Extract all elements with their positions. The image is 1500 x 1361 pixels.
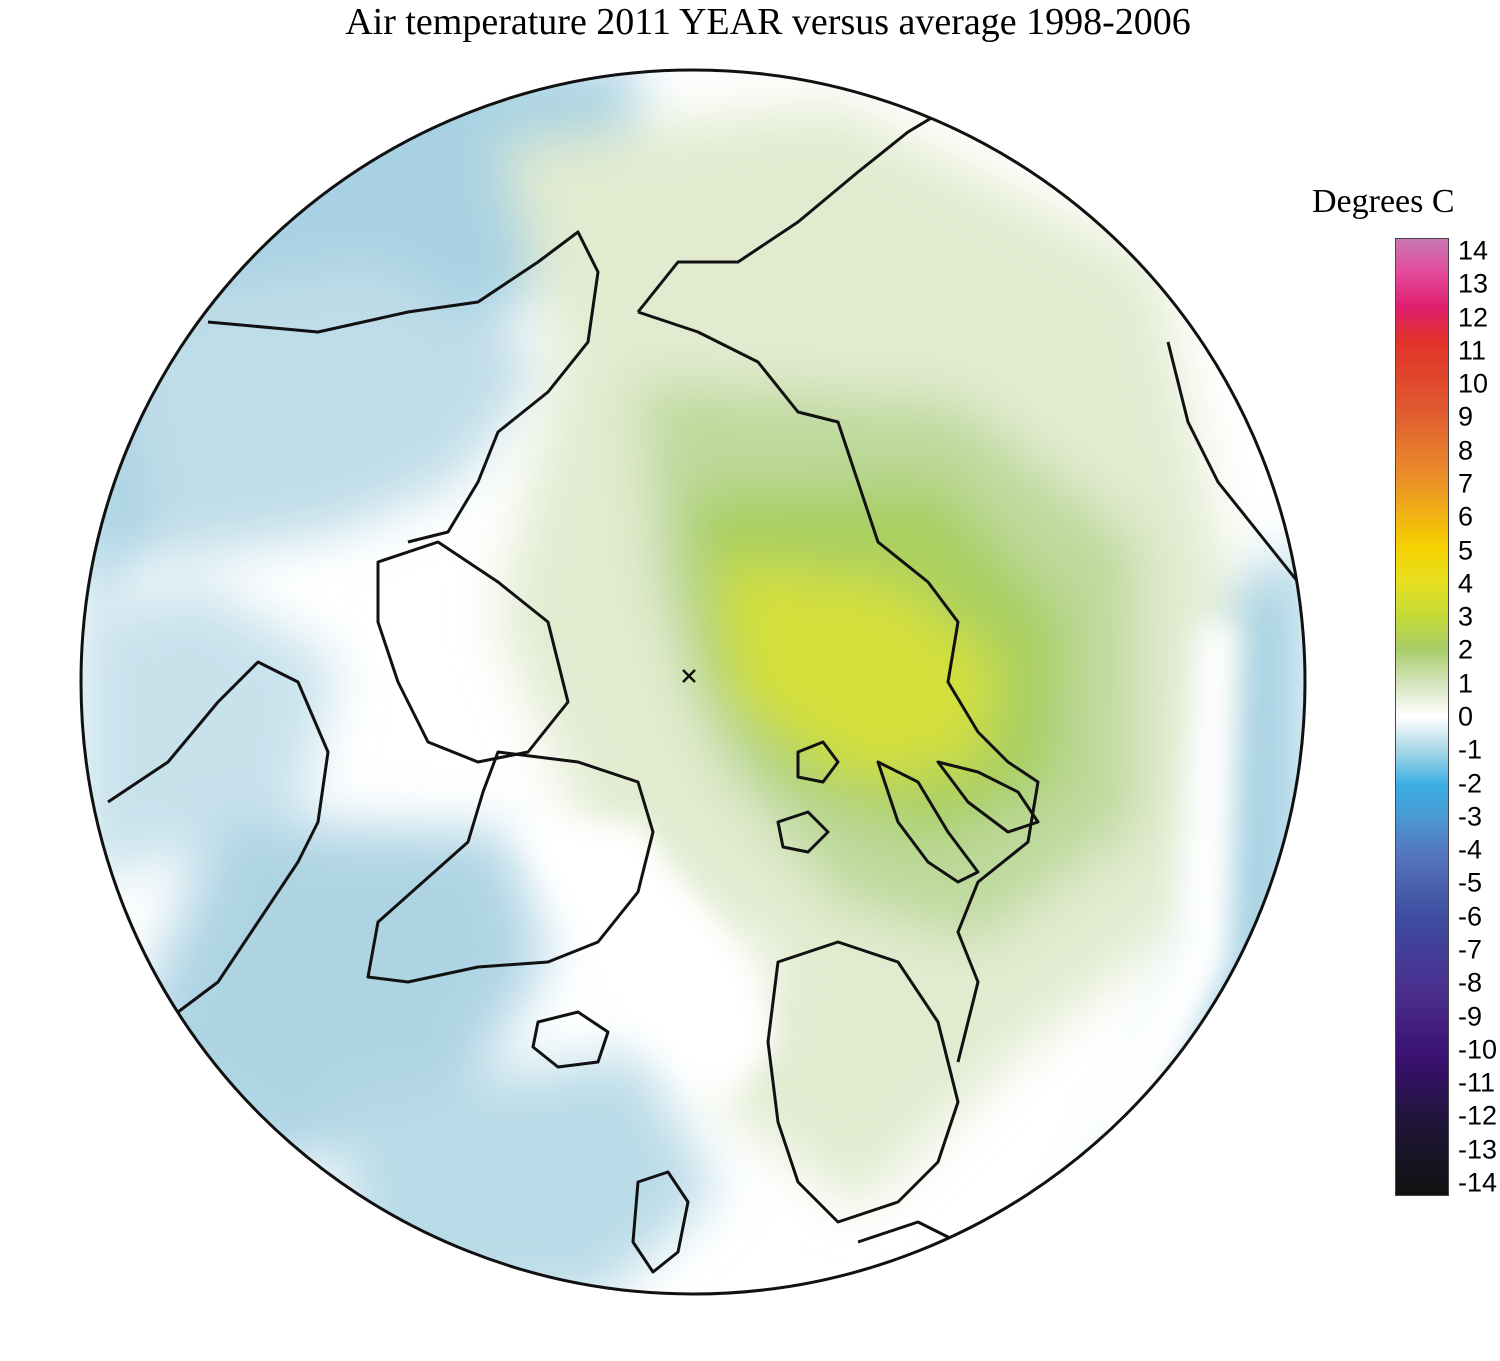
colorbar-tick-label: 10: [1458, 368, 1489, 399]
coast-north-america: [107, 660, 330, 1014]
colorbar-tick-label: -4: [1458, 834, 1483, 865]
coast-taymyr: [936, 760, 1040, 834]
colorbar-tick-label: 4: [1458, 568, 1474, 599]
colorbar-tick-label: -1: [1458, 734, 1483, 765]
coast-alaska: [207, 230, 600, 544]
colorbar-tick-label: 3: [1458, 601, 1474, 632]
colorbar-tick-label: 7: [1458, 468, 1474, 499]
colorbar-tick-label: 2: [1458, 634, 1474, 665]
polar-temperature-map: [79, 68, 1307, 1296]
coast-chukotka: [636, 100, 959, 313]
colorbar-tick-label: -11: [1458, 1067, 1496, 1098]
coast-scandinavia: [766, 940, 960, 1224]
colorbar-tick-label: -12: [1458, 1100, 1498, 1131]
cool-region-alaska: [98, 262, 548, 562]
colorbar-tick-label: -2: [1458, 768, 1483, 799]
neutral-band-greenland: [518, 822, 778, 1102]
map-boundary: [79, 68, 1307, 1296]
colorbar-tick-label: -5: [1458, 867, 1483, 898]
colorbar-tick-label: 8: [1458, 435, 1474, 466]
colorbar-tick-label: 6: [1458, 501, 1474, 532]
colorbar-tick-label: -3: [1458, 801, 1483, 832]
colorbar-tick-label: 0: [1458, 701, 1474, 732]
coast-franz-josef: [776, 810, 830, 854]
colorbar-ticks: 14 13 12 11 10 9 8 7 6 5 4 3 2 1 0 -1 -2 -3 -4 -5 -6 -7 -8 -9 -1…: [1452, 235, 1500, 1198]
cool-region-canada: [81, 582, 338, 882]
legend-title: Degrees C: [1312, 183, 1455, 220]
colorbar-tick-label: 11: [1458, 335, 1487, 366]
colorbar-tick-label: -9: [1458, 1001, 1483, 1032]
colorbar-tick-label: 12: [1458, 302, 1489, 333]
colorbar-tick-label: -14: [1458, 1167, 1498, 1198]
colorbar-tick-label: -6: [1458, 901, 1483, 932]
colorbar-tick-label: 5: [1458, 535, 1474, 566]
colorbar-tick-label: 1: [1458, 668, 1474, 699]
colorbar-tick-label: -10: [1458, 1034, 1498, 1065]
coast-east-asia: [1166, 341, 1300, 583]
colorbar-tick-label: -8: [1458, 967, 1483, 998]
coast-siberia-north: [637, 310, 1040, 1063]
colorbar-tick-label: 14: [1458, 235, 1489, 266]
warm-region-peak: [718, 562, 998, 782]
coast-canada-archipelago: [376, 540, 570, 764]
neutral-band-east: [1088, 622, 1238, 1142]
colorbar-tick-label: -7: [1458, 934, 1483, 965]
chart-title: Air temperature 2011 YEAR versus average…: [345, 1, 1191, 43]
coast-novaya-zemlya: [876, 760, 980, 884]
colorbar: [1395, 238, 1449, 1196]
colorbar-tick-label: 13: [1458, 268, 1489, 299]
coast-greenland: [366, 750, 655, 984]
pole-marker: [682, 669, 696, 683]
coast-svalbard: [796, 740, 840, 784]
colorbar-tick-label: 9: [1458, 401, 1474, 432]
coast-britain: [631, 1170, 690, 1274]
coastlines: [107, 100, 1300, 1284]
coast-iceland: [531, 1010, 610, 1069]
colorbar-tick-label: -13: [1458, 1134, 1498, 1165]
